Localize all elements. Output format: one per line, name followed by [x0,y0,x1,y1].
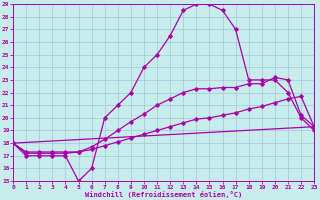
X-axis label: Windchill (Refroidissement éolien,°C): Windchill (Refroidissement éolien,°C) [85,191,242,198]
